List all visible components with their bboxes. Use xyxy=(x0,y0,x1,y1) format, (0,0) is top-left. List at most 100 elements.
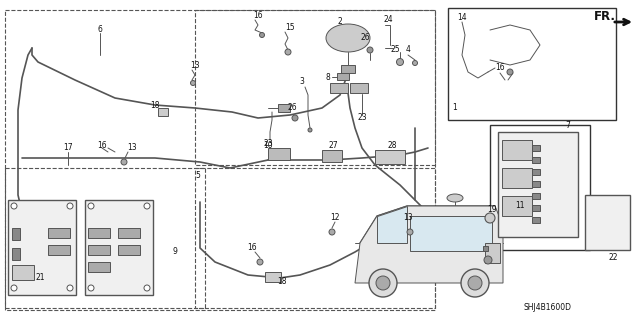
Circle shape xyxy=(507,69,513,75)
Bar xyxy=(12,265,34,280)
Circle shape xyxy=(121,159,127,165)
Text: 10: 10 xyxy=(263,140,273,150)
Circle shape xyxy=(397,58,403,65)
Bar xyxy=(485,243,500,263)
Text: 12: 12 xyxy=(330,213,340,222)
Bar xyxy=(88,262,110,272)
Text: 26: 26 xyxy=(287,103,297,113)
Circle shape xyxy=(485,213,495,223)
Text: 7: 7 xyxy=(566,122,570,130)
Bar xyxy=(195,168,435,308)
Bar xyxy=(375,150,405,164)
Text: 13: 13 xyxy=(190,61,200,70)
Circle shape xyxy=(67,203,73,209)
Text: 23: 23 xyxy=(357,114,367,122)
Bar xyxy=(532,205,540,211)
Text: 13: 13 xyxy=(127,144,137,152)
Circle shape xyxy=(285,49,291,55)
Bar xyxy=(268,148,290,160)
Bar xyxy=(532,145,540,151)
Bar xyxy=(532,169,540,175)
Text: 16: 16 xyxy=(97,140,107,150)
Circle shape xyxy=(367,47,373,53)
Circle shape xyxy=(413,61,417,65)
Bar xyxy=(502,196,532,216)
Text: 2: 2 xyxy=(338,18,342,26)
Text: 18: 18 xyxy=(277,278,287,286)
Circle shape xyxy=(292,115,298,121)
Ellipse shape xyxy=(447,194,463,202)
Text: 16: 16 xyxy=(253,11,263,20)
Bar xyxy=(330,83,348,93)
Text: 23: 23 xyxy=(263,138,273,147)
Bar xyxy=(5,168,205,308)
Circle shape xyxy=(144,203,150,209)
Bar xyxy=(341,65,355,73)
Bar xyxy=(195,10,435,165)
Bar xyxy=(448,8,616,120)
Bar xyxy=(8,200,76,295)
Text: 16: 16 xyxy=(495,63,505,72)
Bar xyxy=(88,228,110,238)
Text: 28: 28 xyxy=(387,140,397,150)
Bar xyxy=(502,140,532,160)
Text: 22: 22 xyxy=(608,254,618,263)
Text: 5: 5 xyxy=(196,170,200,180)
Circle shape xyxy=(257,259,263,265)
Bar xyxy=(337,73,349,80)
Bar xyxy=(532,217,540,223)
Text: 18: 18 xyxy=(150,100,160,109)
Text: FR.: FR. xyxy=(594,11,616,24)
Bar xyxy=(88,245,110,255)
Circle shape xyxy=(259,33,264,38)
Circle shape xyxy=(468,276,482,290)
Text: 11: 11 xyxy=(515,201,525,210)
Text: 27: 27 xyxy=(328,140,338,150)
Text: 24: 24 xyxy=(383,16,393,25)
Circle shape xyxy=(407,229,413,235)
Bar xyxy=(410,216,492,251)
Bar xyxy=(118,228,140,238)
Text: SHJ4B1600D: SHJ4B1600D xyxy=(523,303,571,313)
Circle shape xyxy=(11,203,17,209)
Circle shape xyxy=(484,256,492,264)
Text: 8: 8 xyxy=(326,73,330,83)
Circle shape xyxy=(88,203,94,209)
Bar xyxy=(12,228,20,240)
Circle shape xyxy=(329,229,335,235)
Text: 6: 6 xyxy=(97,26,102,34)
Bar xyxy=(532,157,540,163)
Text: 4: 4 xyxy=(406,46,410,55)
Bar xyxy=(48,245,70,255)
Circle shape xyxy=(144,285,150,291)
Bar xyxy=(278,104,290,112)
Bar xyxy=(12,248,20,260)
Bar xyxy=(158,108,168,116)
Circle shape xyxy=(376,276,390,290)
Circle shape xyxy=(67,285,73,291)
Text: 26: 26 xyxy=(360,33,370,42)
Text: 15: 15 xyxy=(285,24,295,33)
Circle shape xyxy=(88,285,94,291)
Polygon shape xyxy=(377,206,407,243)
Text: 9: 9 xyxy=(173,248,177,256)
Text: 21: 21 xyxy=(35,273,45,283)
Bar xyxy=(532,181,540,187)
Text: 3: 3 xyxy=(300,78,305,86)
Bar xyxy=(498,132,578,237)
Text: 13: 13 xyxy=(403,213,413,222)
Text: 25: 25 xyxy=(390,46,400,55)
Bar xyxy=(490,125,590,250)
Text: 1: 1 xyxy=(452,103,458,113)
Bar xyxy=(5,10,435,310)
Polygon shape xyxy=(355,206,503,283)
Bar xyxy=(502,168,532,188)
Circle shape xyxy=(308,128,312,132)
Bar xyxy=(350,83,368,93)
Bar xyxy=(322,150,342,162)
Circle shape xyxy=(191,80,195,85)
Circle shape xyxy=(11,285,17,291)
Bar xyxy=(483,246,488,251)
Bar xyxy=(48,228,70,238)
Circle shape xyxy=(461,269,489,297)
